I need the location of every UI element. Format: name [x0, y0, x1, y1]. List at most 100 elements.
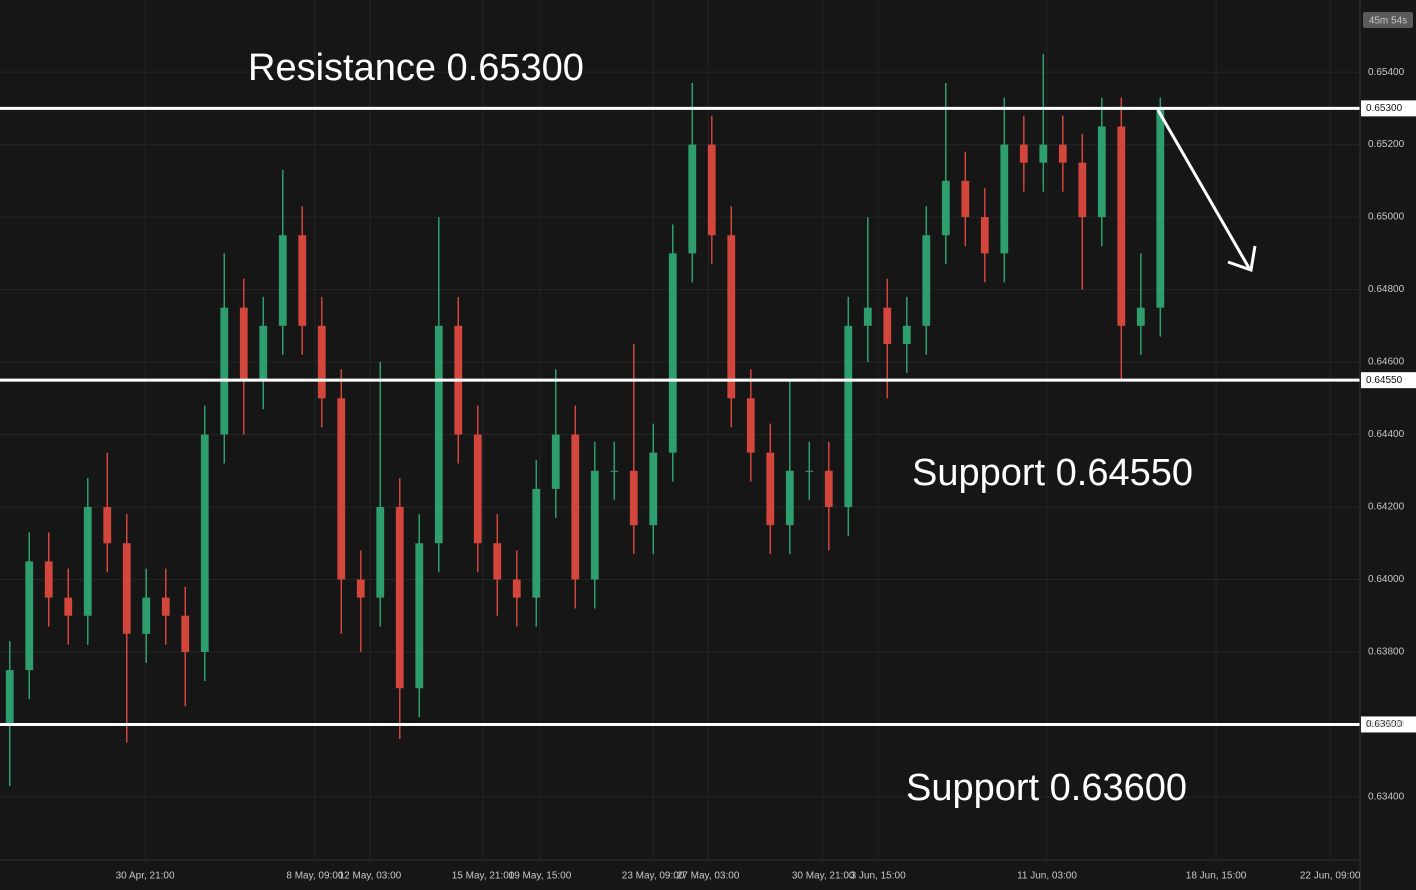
- arrow-head: [1227, 245, 1257, 273]
- level-annotation: Support 0.63600: [906, 767, 1187, 809]
- grid: [0, 0, 1360, 860]
- y-tick-label: 0.64600: [1368, 357, 1405, 368]
- candle-body: [1156, 108, 1165, 308]
- level-annotation: Support 0.64550: [912, 452, 1193, 494]
- y-tick-label: 0.64400: [1368, 429, 1405, 440]
- candle-body: [259, 325, 268, 381]
- candle-body: [649, 452, 658, 526]
- x-tick-label: 27 May, 03:00: [677, 871, 740, 882]
- level-tag: [1361, 372, 1416, 389]
- candle-body: [298, 235, 307, 326]
- level-annotation: Resistance 0.65300: [248, 47, 584, 89]
- candle-body: [239, 307, 248, 381]
- candle-body: [1136, 307, 1145, 326]
- level-tag: [1361, 100, 1416, 117]
- candle-body: [1019, 144, 1028, 163]
- candle-body: [902, 325, 911, 344]
- candle-body: [103, 507, 112, 544]
- candle-body: [142, 597, 151, 634]
- candle-body: [668, 253, 677, 453]
- candle-body: [161, 597, 170, 616]
- candles: [5, 53, 1165, 787]
- candle-body: [863, 307, 872, 326]
- candle-body: [122, 543, 131, 634]
- y-tick-label: 0.64000: [1368, 574, 1405, 585]
- x-tick-label: 15 May, 21:00: [452, 871, 515, 882]
- candle-body: [395, 507, 404, 689]
- candle-body: [922, 235, 931, 326]
- x-tick-label: 8 May, 09:00: [286, 871, 344, 882]
- candle-body: [727, 235, 736, 399]
- x-tick-label: 30 May, 21:00: [792, 871, 855, 882]
- candle-body: [629, 470, 638, 526]
- y-tick-label: 0.65000: [1368, 212, 1405, 223]
- candle-body: [610, 470, 619, 472]
- candle-body: [532, 488, 541, 598]
- candle-body: [571, 434, 580, 580]
- level-tag-label: 0.63600: [1366, 719, 1403, 730]
- candle-body: [1078, 162, 1087, 218]
- y-tick-label: 0.65200: [1368, 139, 1405, 150]
- y-tick-label: 0.64800: [1368, 284, 1405, 295]
- x-tick-label: 18 Jun, 15:00: [1186, 871, 1247, 882]
- x-tick-label: 19 May, 15:00: [509, 871, 572, 882]
- candle-body: [590, 470, 599, 580]
- countdown: 45m 54s: [1369, 16, 1407, 27]
- candle-body: [493, 543, 502, 580]
- level-tag-label: 0.65300: [1366, 103, 1403, 114]
- candle-body: [785, 470, 794, 526]
- level-tag: [1361, 716, 1416, 733]
- candle-body: [805, 470, 814, 472]
- candle-body: [415, 543, 424, 689]
- x-tick-label: 23 May, 09:00: [622, 871, 685, 882]
- y-tick-label: 0.64200: [1368, 502, 1405, 513]
- x-tick-label: 11 Jun, 03:00: [1017, 871, 1077, 882]
- level-tag-label: 0.64550: [1366, 375, 1403, 386]
- candle-body: [883, 307, 892, 344]
- candle-body: [434, 325, 443, 544]
- x-tick-label: 22 Jun, 09:00: [1300, 871, 1361, 882]
- candle-body: [824, 470, 833, 508]
- candle-body: [1000, 144, 1009, 254]
- y-tick-label: 0.63400: [1368, 792, 1405, 803]
- y-tick-label: 0.63600: [1368, 719, 1405, 730]
- candle-body: [1039, 144, 1048, 163]
- candle-body: [64, 597, 73, 616]
- candle-body: [317, 325, 326, 399]
- y-tick-label: 0.65400: [1368, 67, 1405, 78]
- candle-body: [278, 235, 287, 326]
- candle-body: [1058, 144, 1067, 163]
- candle-body: [941, 180, 950, 236]
- candle-body: [707, 144, 716, 236]
- candle-body: [5, 670, 14, 725]
- candle-body: [181, 615, 190, 652]
- candle-body: [512, 579, 521, 598]
- candle-body: [25, 561, 34, 671]
- candle-body: [746, 398, 755, 453]
- candle-body: [688, 144, 697, 254]
- countdown-box: [1363, 12, 1413, 28]
- candle-body: [1117, 126, 1126, 326]
- candle-body: [844, 325, 853, 508]
- candle-body: [376, 507, 385, 598]
- candle-body: [220, 307, 229, 435]
- candle-body: [766, 452, 775, 526]
- arrow-shaft: [1156, 109, 1251, 269]
- candle-body: [337, 398, 346, 580]
- arrow: [1156, 109, 1257, 273]
- axes: 0.63400 0.63600 0.63800 0.64000 0.64200 0.644…: [116, 67, 1405, 882]
- x-tick-label: 12 May, 03:00: [339, 871, 402, 882]
- x-tick-label: 3 Jun, 15:00: [851, 871, 906, 882]
- candle-body: [356, 579, 365, 598]
- candle-body: [551, 434, 560, 489]
- candle-body: [44, 561, 53, 598]
- candle-body: [200, 434, 209, 652]
- candle-body: [83, 507, 92, 616]
- y-tick-label: 0.63800: [1368, 647, 1405, 658]
- candle-body: [980, 217, 989, 254]
- candle-body: [473, 434, 482, 544]
- candle-body: [961, 180, 970, 218]
- x-tick-label: 30 Apr, 21:00: [116, 871, 175, 882]
